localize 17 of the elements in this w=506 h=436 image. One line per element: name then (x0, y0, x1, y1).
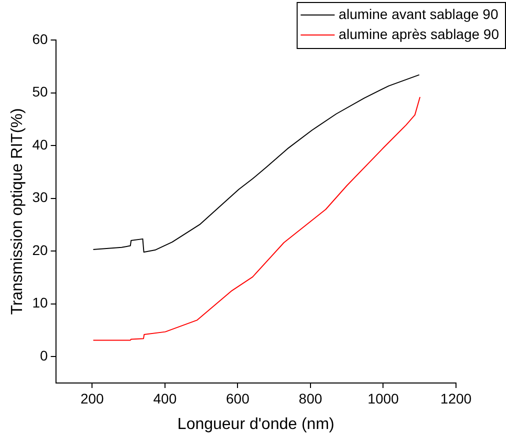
y-axis-title: Transmission optique RIT(%) (9, 108, 26, 315)
legend-label: alumine avant sablage 90 (338, 6, 498, 22)
x-axis-title: Longueur d'onde (nm) (177, 416, 334, 433)
x-tick-label: 600 (226, 390, 250, 406)
x-tick-label: 1000 (368, 390, 400, 406)
y-tick-label: 40 (32, 136, 48, 152)
y-tick-label: 60 (32, 30, 48, 47)
x-tick-label: 400 (153, 390, 177, 406)
x-tick-label: 1200 (440, 390, 472, 406)
y-tick-label: 50 (32, 84, 48, 100)
y-tick-label: 10 (32, 294, 48, 311)
x-tick-label: 800 (298, 390, 322, 406)
y-tick-label: 30 (32, 189, 48, 206)
x-tick-label: 200 (80, 390, 104, 406)
y-tick-label: 0 (40, 347, 48, 364)
legend-label: alumine après sablage 90 (338, 26, 500, 42)
y-tick-label: 20 (32, 242, 48, 258)
